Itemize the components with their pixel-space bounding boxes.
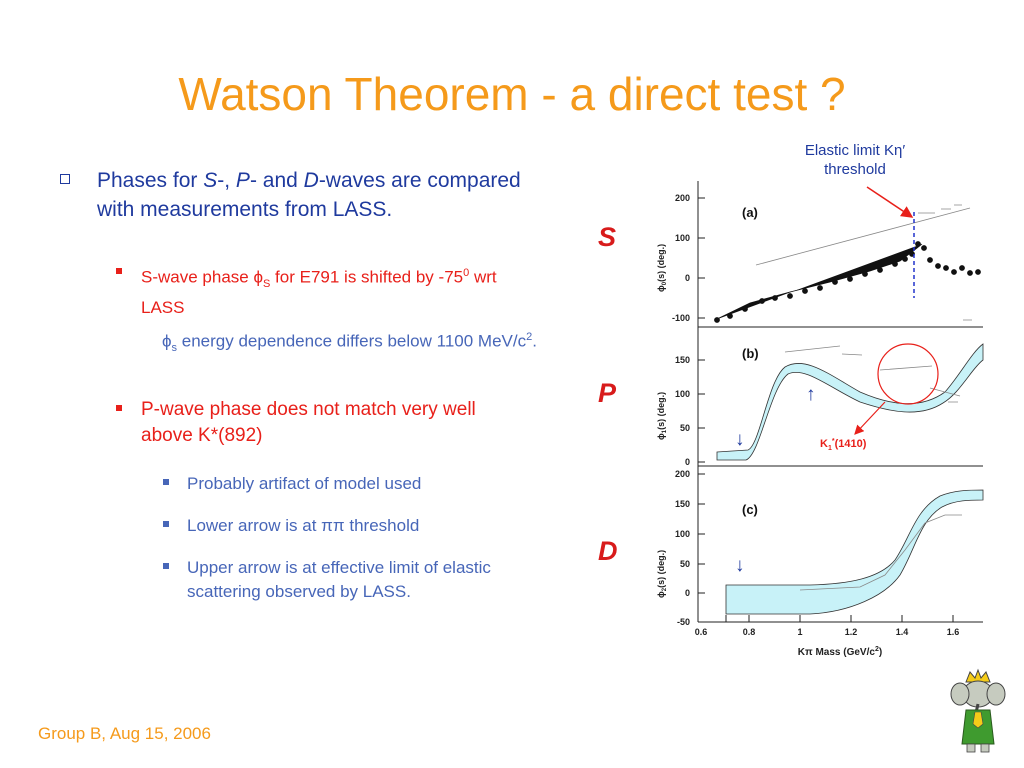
energy-dependence-note: ϕs energy dependence differs below 1100 … (162, 331, 537, 355)
ytick-b: 50 (680, 423, 690, 433)
x-axis-label: Kπ Mass (GeV/c2) (798, 646, 882, 658)
panel-b-frame (697, 327, 983, 467)
elastic-limit-annotation: Elastic limit Kη′ threshold (804, 142, 906, 178)
ytick-c: 200 (675, 469, 690, 479)
lass-points-b (784, 345, 961, 403)
ytick-c: -50 (677, 617, 690, 627)
y-axis-label-c: ϕ2(s) (deg.) (656, 550, 668, 598)
main-bullet: Phases for S-, P- and D-waves are compar… (60, 166, 530, 224)
d-wave-label: D (598, 536, 618, 566)
panel-a-frame (697, 181, 983, 328)
p-wave-bullet: P-wave phase does not match very well ab… (141, 399, 476, 446)
y-axis-label-a: ϕ0(s) (deg.) (656, 244, 668, 292)
s-wave-label: S (598, 222, 617, 252)
lass-points-a (755, 204, 972, 321)
e791-points-a (714, 241, 981, 323)
list-item: Upper arrow is at effective limit of ela… (187, 558, 491, 601)
panel-c-frame (697, 466, 983, 623)
blue-square-bullet-icon (163, 563, 169, 569)
k1-arrow (854, 401, 886, 435)
ytick-a: 100 (675, 233, 690, 243)
xtick: 0.6 (695, 627, 708, 637)
arrow-down-icon: ↓ (735, 555, 745, 576)
list-item: Lower arrow is at ππ threshold (187, 516, 420, 535)
list-item: Probably artifact of model used (187, 474, 422, 493)
model-band-c (725, 489, 984, 615)
ytick-b: 150 (675, 355, 690, 365)
xtick: 1.2 (845, 627, 858, 637)
annotation-arrow (866, 186, 914, 218)
ytick-c: 150 (675, 499, 690, 509)
ytick-a: 0 (685, 273, 690, 283)
ytick-c: 0 (685, 588, 690, 598)
elephant-mascot-icon (950, 668, 1006, 753)
red-square-bullet-icon (116, 268, 122, 274)
blue-square-bullet-icon (163, 479, 169, 485)
lass-points-c (799, 514, 962, 591)
xtick: 1.6 (947, 627, 960, 637)
s-wave-shift-bullet: S-wave phase ϕS for E791 is shifted by -… (141, 267, 497, 318)
main-bullet-text: Phases for S-, P- and D-waves are compar… (97, 169, 521, 221)
panel-label-c: (c) (742, 502, 758, 517)
ytick-a: 200 (675, 193, 690, 203)
footer-text: Group B, Aug 15, 2006 (38, 724, 211, 743)
p-wave-label: P (598, 378, 617, 408)
red-square-bullet-icon (116, 405, 122, 411)
arrow-down-icon: ↓ (735, 429, 745, 450)
panel-label-b: (b) (742, 346, 759, 361)
ytick-c: 50 (680, 559, 690, 569)
xtick: 0.8 (743, 627, 756, 637)
model-band-b (716, 343, 984, 461)
xtick: 1.4 (896, 627, 909, 637)
k1-highlight-circle (877, 343, 939, 405)
ytick-b: 0 (685, 457, 690, 467)
arrow-up-icon: ↑ (806, 384, 816, 405)
slide-title: Watson Theorem - a direct test ? (178, 68, 846, 120)
ytick-a: -100 (672, 313, 690, 323)
ytick-c: 100 (675, 529, 690, 539)
y-axis-label-b: ϕ1(s) (deg.) (656, 392, 668, 440)
blue-square-bullet-icon (163, 521, 169, 527)
ytick-b: 100 (675, 389, 690, 399)
hollow-square-bullet-icon (60, 174, 70, 184)
xtick: 1 (797, 627, 802, 637)
k1-label: K1*(1410) (820, 438, 867, 452)
panel-label-a: (a) (742, 205, 758, 220)
